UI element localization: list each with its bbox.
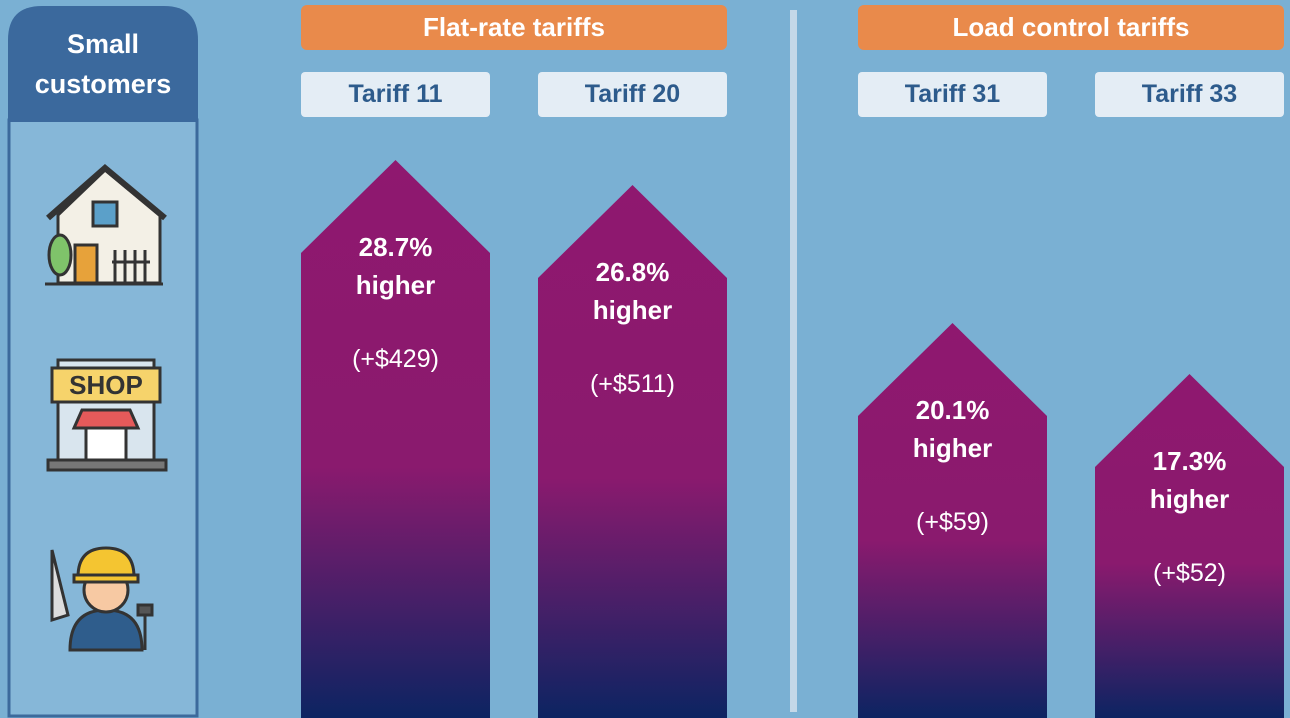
- group-title: Load control tariffs: [858, 5, 1284, 50]
- arrows: [301, 160, 1284, 718]
- change-label: 20.1% higher: [858, 391, 1047, 467]
- direction: higher: [912, 433, 993, 463]
- direction: higher: [592, 295, 673, 325]
- tariff-name: Tariff 20: [538, 72, 727, 117]
- panel-header: [8, 6, 198, 122]
- tariff-name: Tariff 31: [858, 72, 1047, 117]
- arrow: [538, 185, 727, 718]
- worker-icon: [50, 546, 154, 652]
- amount-label: (+$59): [916, 508, 989, 536]
- amount-label: (+$52): [1153, 559, 1226, 587]
- tariff-name: Tariff 11: [301, 72, 490, 117]
- amount-label: (+$511): [589, 370, 675, 398]
- arrow: [858, 323, 1047, 718]
- change-label: 17.3% higher: [1095, 442, 1284, 518]
- arrow: [301, 160, 490, 718]
- change: 17.3%: [1152, 446, 1227, 476]
- direction: higher: [355, 270, 436, 300]
- house-icon: [45, 164, 167, 286]
- tariff-name: Tariff 33: [1095, 72, 1284, 117]
- amount-label: (+$429): [352, 345, 439, 373]
- panel-title: Small customers: [34, 29, 172, 99]
- change: 28.7%: [358, 232, 433, 262]
- svg-text:SHOP: SHOP: [69, 370, 143, 400]
- direction: higher: [1149, 484, 1230, 514]
- divider: [790, 10, 797, 712]
- change: 26.8%: [595, 257, 670, 287]
- change-label: 28.7% higher: [301, 228, 490, 304]
- shop-icon: SHOP: [46, 358, 168, 472]
- arrow: [1095, 374, 1284, 718]
- change: 20.1%: [915, 395, 990, 425]
- group-title: Flat-rate tariffs: [301, 5, 727, 50]
- change-label: 26.8% higher: [538, 253, 727, 329]
